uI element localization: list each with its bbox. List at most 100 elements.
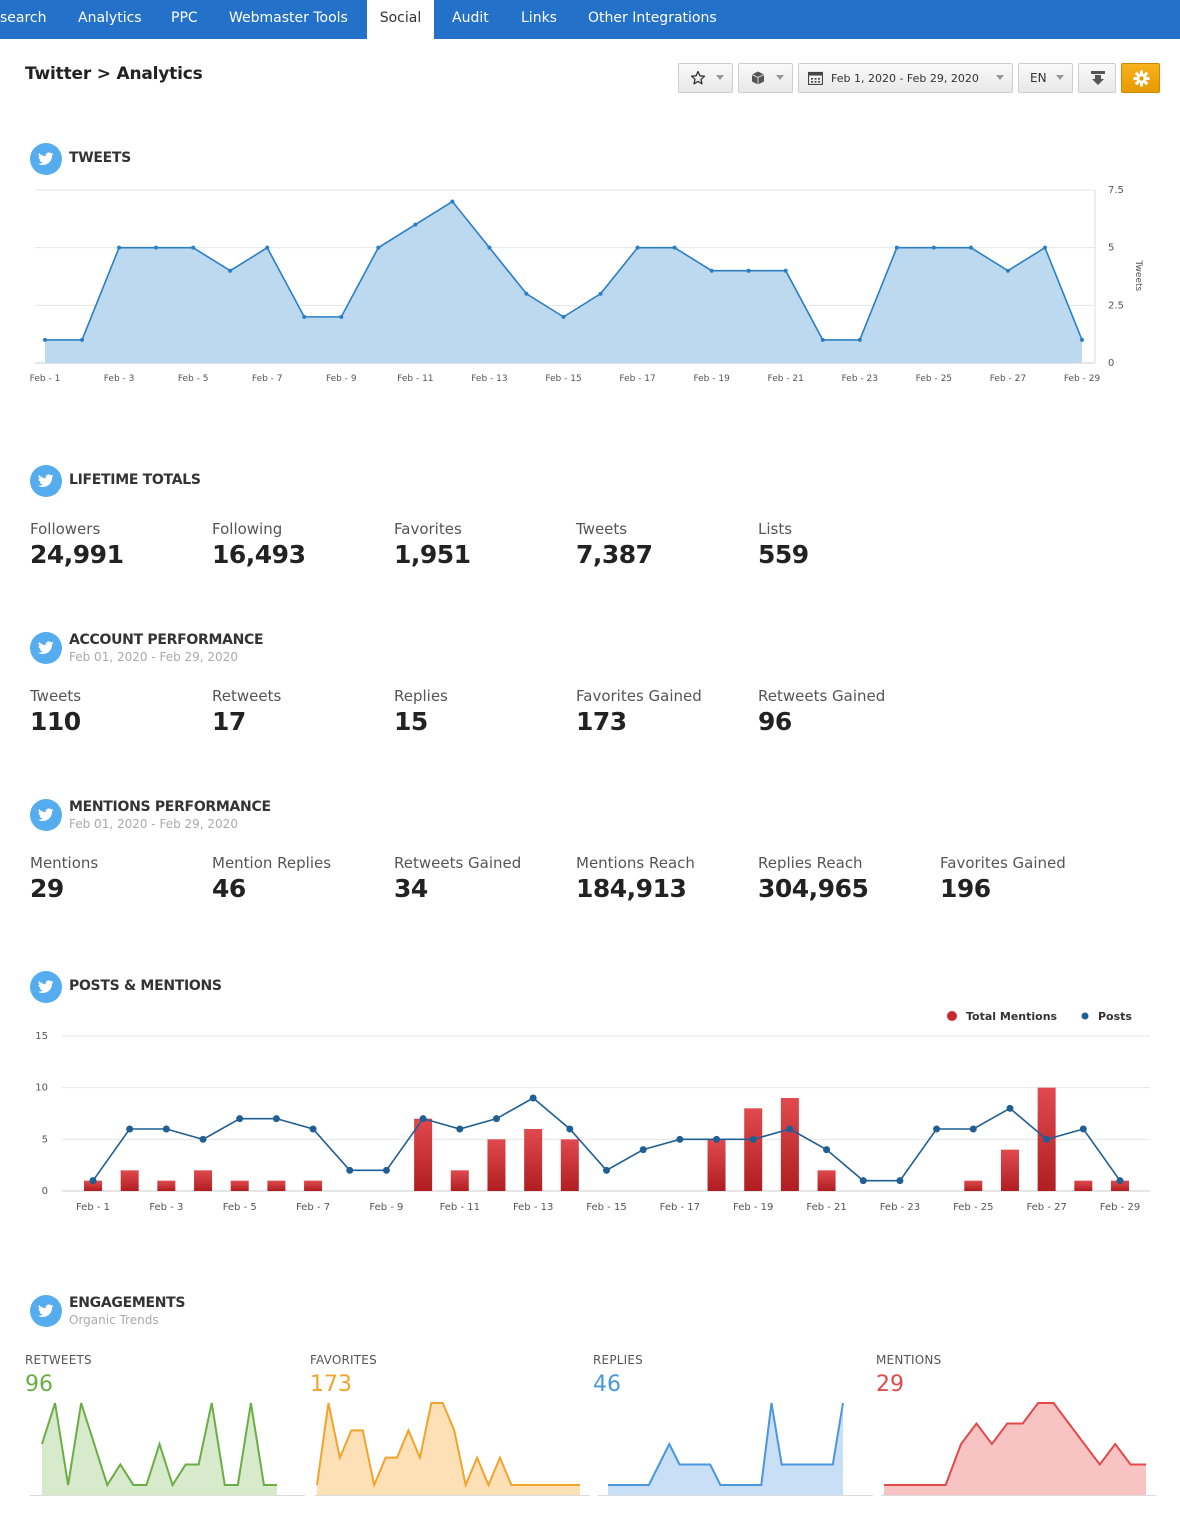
sparkline-line — [608, 1402, 844, 1486]
download-button[interactable] — [1078, 63, 1116, 93]
tab-webmaster-tools[interactable]: Webmaster Tools — [229, 10, 348, 26]
stat-retweets-gained: Retweets Gained 96 — [758, 687, 938, 736]
data-point — [117, 245, 122, 250]
x-tick-label: Feb - 25 — [953, 1202, 993, 1213]
bar — [707, 1139, 726, 1191]
data-point — [126, 1125, 134, 1133]
data-point — [783, 268, 788, 273]
data-point — [968, 245, 973, 250]
data-point — [43, 337, 47, 342]
calendar-icon — [807, 71, 824, 88]
bar — [1074, 1180, 1093, 1191]
stat-value: 16,493 — [212, 540, 306, 569]
data-point — [376, 245, 381, 250]
tab-audit[interactable]: Audit — [452, 10, 489, 26]
data-point — [603, 1166, 610, 1174]
data-point — [339, 314, 344, 319]
y-tick-label: 2.5 — [1108, 300, 1124, 311]
x-tick-label: Feb - 3 — [104, 374, 135, 384]
stat-value: 96 — [758, 707, 792, 736]
data-point — [598, 291, 603, 296]
data-point — [1043, 1135, 1051, 1143]
stat-favorites-gained: Favorites Gained 173 — [576, 687, 756, 736]
stat-value: 24,991 — [30, 540, 124, 569]
data-point — [309, 1125, 317, 1133]
section-subtitle: Organic Trends — [69, 1313, 159, 1327]
stat-lists: Lists 559 — [758, 520, 938, 569]
page-title: Twitter > Analytics — [25, 64, 203, 84]
stat-value: 34 — [394, 874, 428, 903]
x-tick-label: Feb - 3 — [149, 1202, 183, 1213]
tab-analytics[interactable]: Analytics — [78, 10, 142, 26]
tab-search[interactable]: search — [0, 10, 47, 26]
data-point — [382, 1166, 390, 1174]
bar — [450, 1170, 469, 1191]
data-point — [1079, 1125, 1087, 1133]
data-point — [1042, 245, 1047, 250]
x-tick-label: Feb - 7 — [252, 374, 283, 384]
tab-ppc[interactable]: PPC — [171, 10, 198, 26]
data-point — [272, 1115, 280, 1123]
data-point — [1080, 337, 1084, 342]
cube-dropdown[interactable] — [738, 63, 793, 93]
engagement-card-mentions: MENTIONS 29 — [876, 1350, 1161, 1510]
stat-tweets: Tweets 110 — [30, 687, 210, 736]
data-point — [1116, 1177, 1124, 1185]
x-tick-label: Feb - 9 — [369, 1202, 403, 1213]
engagement-label: MENTIONS — [876, 1353, 942, 1367]
data-point — [1006, 1104, 1014, 1112]
x-tick-label: Feb - 19 — [693, 374, 730, 384]
data-point — [492, 1115, 500, 1123]
bar — [744, 1108, 763, 1191]
data-point — [894, 245, 899, 250]
stat-mentions-reach: Mentions Reach 184,913 — [576, 854, 756, 903]
x-tick-label: Feb - 19 — [733, 1202, 773, 1213]
sparkline-line — [316, 1402, 580, 1489]
language-dropdown[interactable]: EN — [1018, 63, 1073, 93]
data-point — [823, 1146, 831, 1154]
stat-label: Tweets — [576, 520, 628, 538]
x-tick-label: Feb - 25 — [916, 374, 952, 384]
data-point — [450, 199, 455, 204]
settings-button[interactable] — [1121, 63, 1160, 93]
bar — [267, 1180, 286, 1191]
y-tick-label: 5 — [1108, 243, 1114, 254]
data-point — [859, 1177, 867, 1185]
stat-following: Following 16,493 — [212, 520, 392, 569]
stat-value: 46 — [212, 874, 246, 903]
stat-favorites-gained: Favorites Gained 196 — [940, 854, 1120, 903]
sparkline-line — [884, 1402, 1146, 1486]
stat-replies: Replies 15 — [394, 687, 574, 736]
twitter-icon — [30, 632, 62, 664]
tab-links[interactable]: Links — [521, 10, 557, 26]
data-point — [639, 1146, 647, 1154]
stat-label: Retweets Gained — [394, 854, 522, 872]
stat-label: Favorites — [394, 520, 462, 538]
legend-label: Posts — [1098, 1010, 1132, 1023]
data-point — [487, 245, 492, 250]
data-point — [635, 245, 640, 250]
data-point — [228, 268, 233, 273]
legend-marker — [1081, 1012, 1089, 1020]
x-tick-label: Feb - 21 — [768, 374, 804, 384]
tab-social[interactable]: Social — [367, 0, 434, 39]
stat-label: Retweets — [212, 687, 282, 705]
stat-favorites: Favorites 1,951 — [394, 520, 574, 569]
engagement-label: REPLIES — [593, 1353, 643, 1367]
twitter-icon — [30, 1295, 62, 1327]
posts-mentions-chart: 15 10 5 0 Total Mentions Posts Feb - 1 Feb - 3 F… — [35, 1010, 1150, 1213]
x-tick-label: Feb - 29 — [1064, 374, 1101, 384]
favorite-dropdown[interactable] — [678, 63, 733, 93]
data-point — [709, 268, 714, 273]
stat-label: Mentions — [30, 854, 99, 872]
star-icon — [690, 70, 706, 89]
date-range-picker[interactable]: Feb 1, 2020 - Feb 29, 2020 — [798, 63, 1013, 93]
bar — [524, 1129, 543, 1191]
bar — [780, 1098, 799, 1191]
data-point — [529, 1094, 537, 1102]
stat-value: 17 — [212, 707, 246, 736]
x-tick-label: Feb - 27 — [990, 374, 1026, 384]
data-point — [749, 1135, 757, 1143]
tab-other-integrations[interactable]: Other Integrations — [588, 10, 717, 26]
stat-label: Favorites Gained — [940, 854, 1066, 872]
